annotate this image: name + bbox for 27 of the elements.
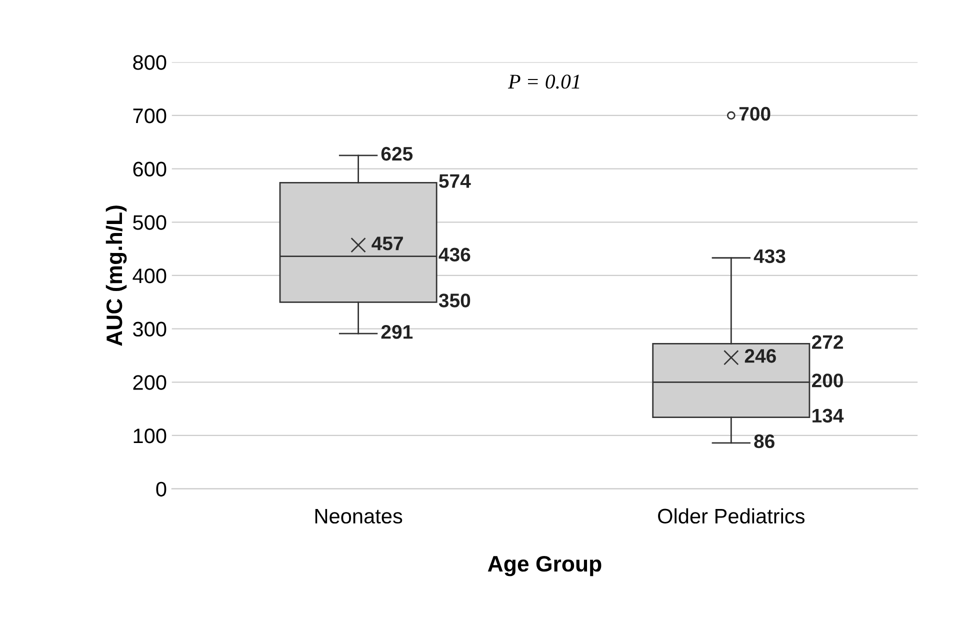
x-tick-label: Older Pediatrics	[658, 508, 805, 524]
y-axis-title: AUC (mg.h/L)	[106, 206, 127, 346]
annotation: 433	[754, 249, 786, 264]
annotation: 134	[812, 408, 844, 423]
y-tick-label: 200	[133, 375, 166, 390]
y-tick-label: 700	[133, 108, 166, 124]
y-tick-label: 0	[156, 482, 166, 497]
y-tick-label: 100	[134, 428, 166, 444]
annotation: 700	[739, 106, 770, 121]
y-tick-label: 500	[133, 215, 166, 230]
annotation: 200	[812, 374, 843, 388]
annotation: P = 0.01	[508, 74, 580, 89]
y-tick-label: 800	[133, 55, 166, 70]
y-tick-label: 400	[132, 268, 166, 284]
x-tick-label: Neonates	[315, 509, 402, 524]
annotation: 246	[744, 349, 776, 363]
annotation: 574	[439, 174, 471, 188]
annotation: 272	[812, 335, 843, 349]
y-tick-label: 600	[133, 162, 166, 177]
y-tick-label: 300	[133, 322, 166, 337]
annotation: 436	[438, 248, 470, 262]
annotation: 291	[381, 325, 413, 339]
annotation: 350	[438, 294, 470, 308]
annotation: 86	[754, 434, 774, 448]
x-axis-title: Age Group	[488, 556, 602, 576]
annotation: 625	[381, 146, 413, 161]
annotation: 457	[372, 236, 403, 250]
